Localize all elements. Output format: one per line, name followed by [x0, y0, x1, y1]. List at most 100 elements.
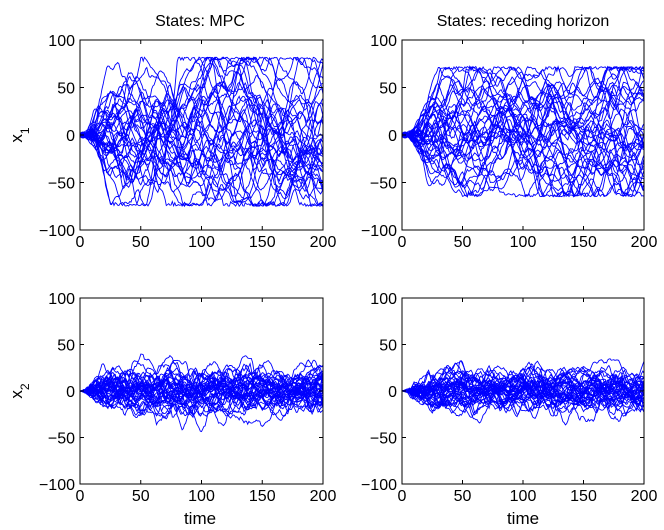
plot-area	[402, 64, 644, 199]
x-tick-label: 0	[76, 234, 85, 251]
y-tick-label: −50	[48, 431, 75, 448]
trajectory-line	[402, 110, 644, 198]
panel-x2-mpc: x2 time 0 50 100 150 200 100 50 0 −50 −100	[7, 291, 336, 528]
x-tick-label: 0	[76, 488, 85, 505]
trajectory-line	[80, 56, 323, 207]
plot-area	[80, 56, 323, 208]
trajectory-line	[402, 369, 644, 402]
y-tick-label: −50	[370, 176, 397, 193]
x-tick-label: 100	[188, 234, 215, 251]
trajectory-line	[402, 66, 644, 175]
trajectory-line	[80, 360, 323, 410]
y-tick-label: −100	[39, 223, 75, 240]
panel-states-mpc: States: MPC x1 0 50 100 150 200 100 50 0 −50 −100	[7, 13, 336, 251]
trajectory-line	[402, 83, 644, 197]
axis-ticks: 0 50 100 150 200 100 50 0 −50 −100	[361, 291, 657, 505]
trajectory-line	[80, 370, 323, 409]
x-tick-label: 50	[454, 488, 472, 505]
axis-ticks: 0 50 100 150 200 100 50 0 −50 −100	[39, 33, 336, 251]
x-tick-label: 100	[510, 234, 537, 251]
trajectory-line	[80, 56, 323, 207]
y-tick-label: −100	[39, 477, 75, 494]
y-tick-label: 0	[66, 128, 75, 145]
trajectory-line	[80, 61, 323, 172]
trajectory-line	[80, 56, 323, 152]
y-axis-label-subscript: 2	[18, 383, 32, 390]
trajectory-line	[402, 370, 644, 417]
y-tick-label: 100	[370, 33, 397, 50]
x-tick-label: 150	[570, 234, 597, 251]
x-tick-label: 200	[631, 234, 658, 251]
x-tick-label: 100	[188, 488, 215, 505]
trajectory-line	[80, 359, 323, 408]
panel-title: States: receding horizon	[437, 13, 610, 30]
trajectory-line	[402, 117, 644, 198]
trajectory-line	[80, 58, 323, 189]
y-tick-label: 0	[388, 384, 397, 401]
trajectory-line	[80, 56, 323, 207]
trajectory-line	[402, 108, 644, 194]
trajectory-line	[402, 375, 644, 420]
trajectory-line	[80, 369, 323, 411]
y-axis-label-subscript: 1	[18, 127, 32, 134]
trajectory-line	[80, 56, 323, 208]
x-tick-label: 100	[510, 488, 537, 505]
trajectory-line	[80, 375, 323, 417]
trajectory-line	[402, 64, 644, 198]
y-axis-label: x1	[7, 127, 32, 143]
y-tick-label: 100	[48, 33, 75, 50]
plot-area	[80, 353, 323, 433]
y-axis-label: x2	[7, 383, 32, 399]
trajectory-line	[80, 56, 323, 208]
y-tick-label: −100	[361, 223, 397, 240]
y-tick-label: 100	[370, 291, 397, 308]
x-tick-label: 150	[570, 488, 597, 505]
panel-x2-receding-horizon: time 0 50 100 150 200 100 50 0 −50 −100	[361, 291, 657, 528]
y-tick-label: 0	[388, 128, 397, 145]
trajectory-line	[80, 56, 323, 138]
y-tick-label: 50	[57, 81, 75, 98]
trajectory-line	[402, 65, 644, 163]
trajectory-line	[402, 111, 644, 197]
trajectory-line	[402, 373, 644, 417]
plot-area	[402, 358, 644, 426]
trajectory-line	[402, 364, 644, 412]
trajectory-line	[402, 376, 644, 416]
trajectory-line	[402, 80, 644, 142]
trajectory-line	[80, 81, 323, 200]
axis-ticks: 0 50 100 150 200 100 50 0 −50 −100	[361, 33, 657, 251]
trajectory-line	[402, 66, 644, 146]
panel-states-receding-horizon: States: receding horizon 0 50 100 150 200 100…	[361, 13, 657, 251]
y-tick-label: 50	[379, 338, 397, 355]
y-tick-label: 50	[57, 338, 75, 355]
y-tick-label: −100	[361, 477, 397, 494]
x-tick-label: 0	[398, 488, 407, 505]
trajectory-line	[80, 58, 323, 204]
y-tick-label: 100	[48, 291, 75, 308]
x-tick-label: 50	[132, 234, 150, 251]
trajectory-line	[402, 378, 644, 417]
trajectory-line	[402, 369, 644, 404]
panel-title: States: MPC	[155, 13, 245, 30]
trajectory-line	[402, 96, 644, 197]
trajectory-line	[402, 66, 644, 187]
trajectory-line	[402, 66, 644, 152]
x-tick-label: 200	[631, 488, 658, 505]
x-tick-label: 200	[310, 488, 337, 505]
trajectory-line	[80, 106, 323, 208]
y-tick-label: −50	[48, 176, 75, 193]
x-axis-label: time	[507, 509, 539, 528]
trajectory-line	[80, 61, 323, 205]
trajectory-line	[402, 81, 644, 198]
x-tick-label: 50	[454, 234, 472, 251]
x-tick-label: 50	[132, 488, 150, 505]
trajectory-line	[80, 100, 323, 168]
y-tick-label: −50	[370, 431, 397, 448]
trajectory-line	[402, 373, 644, 409]
y-axis-label-main: x	[7, 134, 26, 143]
trajectory-line	[80, 97, 323, 207]
trajectory-line	[402, 66, 644, 158]
trajectory-line	[80, 131, 323, 207]
x-tick-label: 0	[398, 234, 407, 251]
